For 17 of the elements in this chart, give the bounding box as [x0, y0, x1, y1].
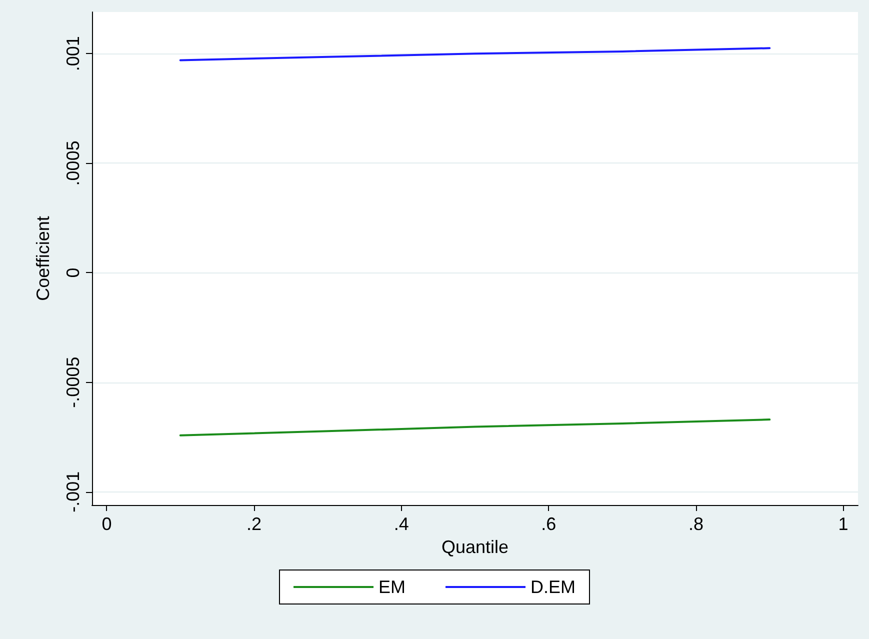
- x-axis-title: Quantile: [441, 536, 509, 557]
- x-tick-label: 0: [102, 514, 112, 534]
- line-series: [179, 418, 771, 436]
- x-tick-label: .6: [541, 514, 556, 534]
- y-axis-title: Coefficient: [33, 216, 53, 301]
- x-tick-label: 1: [838, 514, 848, 534]
- y-tick-label: .001: [63, 36, 83, 72]
- x-tick-label: .4: [394, 514, 409, 534]
- y-tick-label: -.001: [63, 471, 83, 512]
- y-tick-label: .0005: [63, 140, 83, 186]
- x-tick-label: .2: [246, 514, 262, 534]
- legend-label: D.EM: [530, 577, 576, 597]
- y-tick-label: -.0005: [63, 356, 83, 408]
- legend-label: EM: [378, 577, 406, 597]
- y-tick-label: 0: [63, 268, 83, 278]
- line-series: [179, 47, 771, 62]
- x-tick-label: .8: [688, 514, 704, 534]
